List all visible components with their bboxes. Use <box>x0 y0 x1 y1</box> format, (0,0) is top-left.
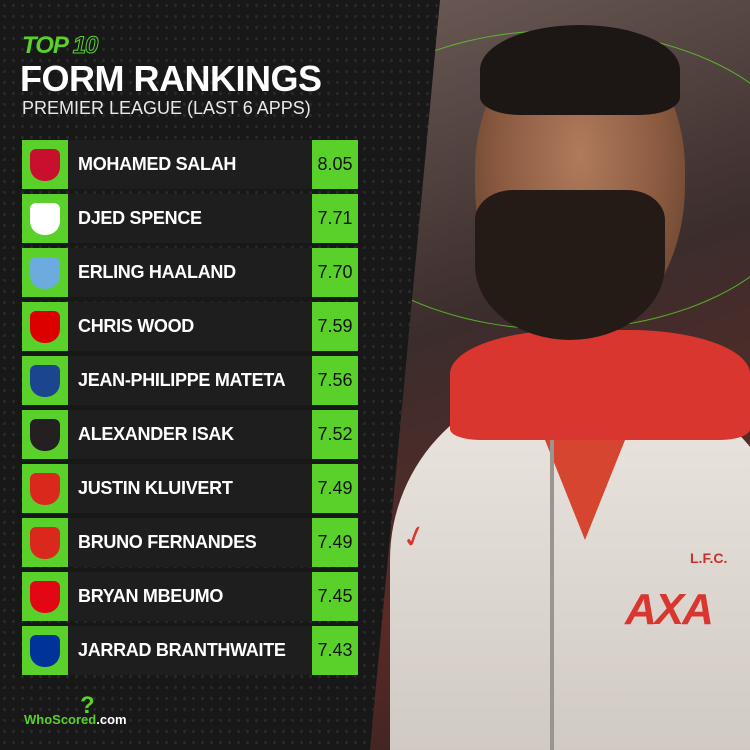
club-badge <box>22 464 68 513</box>
player-rating: 7.45 <box>312 572 358 621</box>
player-name: ERLING HAALAND <box>78 262 236 282</box>
player-name: ALEXANDER ISAK <box>78 424 234 444</box>
player-rating: 7.71 <box>312 194 358 243</box>
question-mark-icon: ? <box>80 692 95 719</box>
club-crest-icon <box>30 364 60 397</box>
ranking-row: CHRIS WOOD 7.59 <box>22 302 358 351</box>
player-name: BRUNO FERNANDES <box>78 532 257 552</box>
club-crest-icon <box>30 634 60 667</box>
club-badge <box>22 410 68 459</box>
player-rating: 7.43 <box>312 626 358 675</box>
logo-brand: WhoScored <box>24 712 97 727</box>
player-rating: 7.52 <box>312 410 358 459</box>
top-text: TOP <box>22 32 68 59</box>
player-name: CHRIS WOOD <box>78 316 194 336</box>
ranking-row: JEAN-PHILIPPE MATETA 7.56 <box>22 356 358 405</box>
rankings-list: MOHAMED SALAH 8.05 DJED SPENCE 7.71 ERLI… <box>22 140 358 680</box>
club-badge <box>22 518 68 567</box>
player-name: DJED SPENCE <box>78 208 202 228</box>
player-name: MOHAMED SALAH <box>78 154 237 174</box>
player-photo: ✓ L.F.C. AXA <box>370 0 750 750</box>
top-10-label: TOP 10 <box>22 32 99 60</box>
player-name: BRYAN MBEUMO <box>78 586 224 606</box>
ranking-row: JARRAD BRANTHWAITE 7.43 <box>22 626 358 675</box>
club-crest-icon <box>30 472 60 505</box>
player-rating: 7.49 <box>312 518 358 567</box>
ranking-row: BRYAN MBEUMO 7.45 <box>22 572 358 621</box>
page-title: FORM RANKINGS <box>20 58 322 99</box>
player-name: JUSTIN KLUIVERT <box>78 478 233 498</box>
ranking-row: BRUNO FERNANDES 7.49 <box>22 518 358 567</box>
club-crest-icon <box>30 418 60 451</box>
player-name: JARRAD BRANTHWAITE <box>78 640 286 660</box>
club-crest-icon <box>30 148 60 181</box>
ranking-row: MOHAMED SALAH 8.05 <box>22 140 358 189</box>
beard <box>475 190 665 340</box>
club-badge <box>22 248 68 297</box>
ranking-row: ERLING HAALAND 7.70 <box>22 248 358 297</box>
club-crest-icon <box>30 202 60 235</box>
ranking-row: DJED SPENCE 7.71 <box>22 194 358 243</box>
club-badge <box>22 302 68 351</box>
sponsor-logo: AXA <box>625 585 714 634</box>
page-subtitle: PREMIER LEAGUE (LAST 6 APPS) <box>22 98 311 118</box>
player-rating: 8.05 <box>312 140 358 189</box>
jacket-crest: L.F.C. <box>690 550 728 566</box>
hair <box>480 25 680 115</box>
player-rating: 7.49 <box>312 464 358 513</box>
ten-text: 10 <box>72 32 99 60</box>
club-crest-icon <box>30 256 60 289</box>
club-badge <box>22 140 68 189</box>
zipper <box>550 440 554 750</box>
club-crest-icon <box>30 580 60 613</box>
club-crest-icon <box>30 310 60 343</box>
logo-domain: .com <box>96 712 127 727</box>
collar <box>450 330 750 440</box>
club-badge <box>22 356 68 405</box>
player-rating: 7.56 <box>312 356 358 405</box>
whoscored-logo: ? WhoScored.com <box>24 692 127 727</box>
ranking-row: JUSTIN KLUIVERT 7.49 <box>22 464 358 513</box>
club-badge <box>22 572 68 621</box>
ranking-row: ALEXANDER ISAK 7.52 <box>22 410 358 459</box>
club-badge <box>22 194 68 243</box>
player-rating: 7.70 <box>312 248 358 297</box>
club-crest-icon <box>30 526 60 559</box>
player-rating: 7.59 <box>312 302 358 351</box>
player-name: JEAN-PHILIPPE MATETA <box>78 370 286 390</box>
club-badge <box>22 626 68 675</box>
